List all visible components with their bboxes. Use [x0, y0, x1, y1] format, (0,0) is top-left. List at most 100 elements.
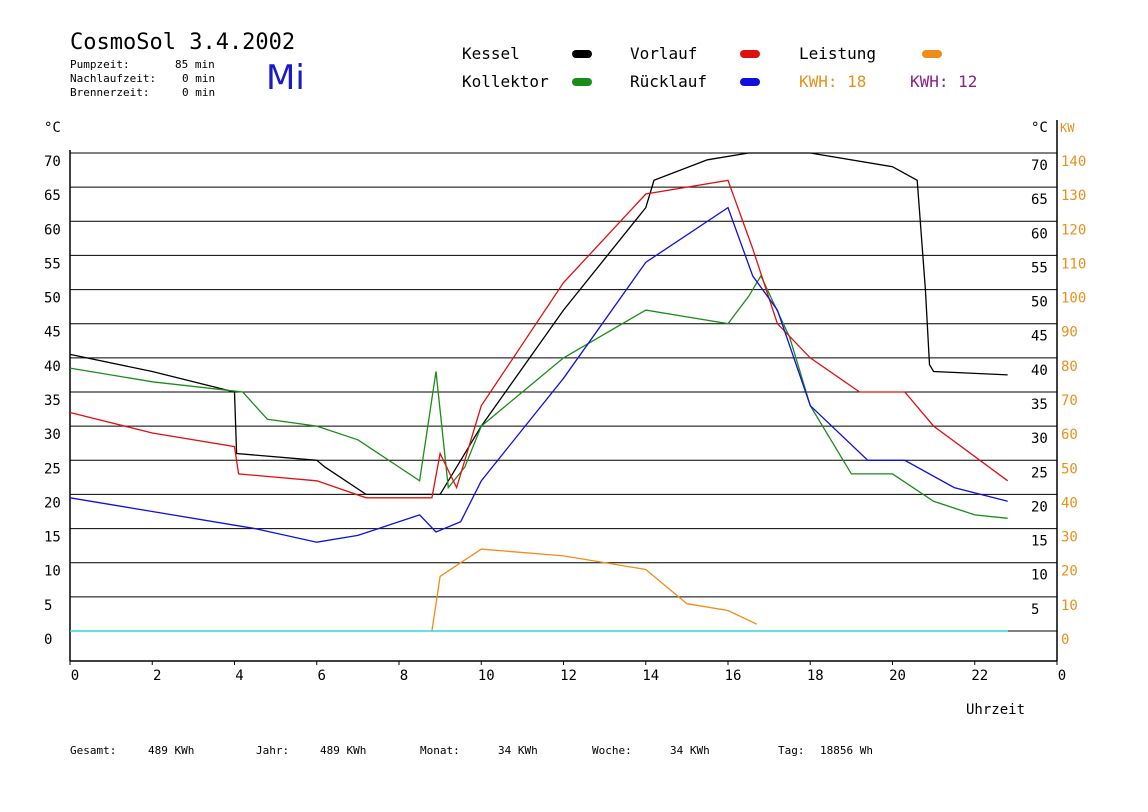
y-tick-right-power: 100	[1061, 291, 1086, 307]
y-tick-left: 55	[44, 256, 61, 272]
y-tick-right-power: 90	[1061, 325, 1078, 341]
gesamt-value: 489 KWh	[148, 744, 195, 757]
nachlauf-label: Nachlaufzeit:	[70, 72, 157, 85]
y-tick-right-temp: 25	[1031, 465, 1048, 481]
y-tick-left: 65	[44, 188, 61, 204]
y-tick-left: 25	[44, 461, 61, 477]
y-tick-left: 10	[44, 564, 61, 580]
nachlauf-value: 0 min	[182, 72, 216, 85]
chart-title: CosmoSol 3.4.2002	[70, 30, 296, 55]
x-tick-label: 10	[478, 668, 495, 684]
x-tick-label: 12	[560, 668, 577, 684]
y-tick-right-temp: 55	[1031, 260, 1048, 276]
x-tick-label: 6	[318, 668, 326, 684]
x-axis-label: Uhrzeit	[966, 702, 1025, 718]
monat-label: Monat:	[420, 744, 460, 757]
legend-vorlauf-swatch	[740, 50, 760, 58]
legend-ruecklauf-label: Rücklauf	[630, 72, 708, 91]
y-unit-right-power: KW	[1060, 121, 1075, 135]
x-tick-label: 2	[153, 668, 161, 684]
x-tick-label: 4	[235, 668, 243, 684]
brenner-value: 0 min	[182, 86, 216, 99]
monat-value: 34 KWh	[498, 744, 538, 757]
x-tick-label: 22	[971, 668, 988, 684]
y-tick-right-power: 60	[1061, 427, 1078, 443]
pumpzeit-label: Pumpzeit:	[70, 58, 130, 71]
y-tick-right-temp: 5	[1031, 602, 1039, 618]
y-tick-right-power: 10	[1061, 598, 1078, 614]
y-tick-right-power: 140	[1061, 154, 1086, 170]
legend-leistung-label: Leistung	[799, 44, 877, 63]
x-tick-label: 16	[725, 668, 742, 684]
y-tick-right-temp: 65	[1031, 192, 1048, 208]
x-tick-label: 0	[1058, 668, 1066, 684]
y-tick-right-temp: 20	[1031, 499, 1048, 515]
x-tick-label: 18	[807, 668, 824, 684]
y-tick-right-power: 0	[1061, 632, 1069, 648]
x-tick-label: 20	[889, 668, 906, 684]
legend-leistung-swatch	[922, 50, 942, 58]
y-unit-left: °C	[44, 120, 61, 136]
y-tick-right-power: 120	[1061, 222, 1086, 238]
y-tick-left: 60	[44, 222, 61, 238]
y-tick-left: 70	[44, 154, 61, 170]
y-tick-right-temp: 15	[1031, 534, 1048, 550]
chart-grid	[69, 120, 1058, 662]
y-tick-right-power: 80	[1061, 359, 1078, 375]
y-tick-right-temp: 10	[1031, 568, 1048, 584]
y-tick-left: 20	[44, 495, 61, 511]
legend-kwh-purple: KWH: 12	[910, 72, 978, 91]
x-tick-label: 14	[642, 668, 659, 684]
x-tick-label: 8	[400, 668, 408, 684]
y-tick-left: 0	[44, 632, 52, 648]
tag-value: 18856 Wh	[820, 744, 873, 757]
y-tick-right-power: 30	[1061, 530, 1078, 546]
y-tick-left: 5	[44, 598, 52, 614]
y-tick-right-power: 110	[1061, 256, 1086, 272]
y-tick-right-temp: 45	[1031, 329, 1048, 345]
y-unit-right-temp: °C	[1031, 120, 1048, 136]
legend-kwh-orange: KWH: 18	[799, 72, 867, 91]
brenner-label: Brennerzeit:	[70, 86, 150, 99]
vorlauf-line	[69, 179, 1009, 499]
jahr-label: Jahr:	[256, 744, 290, 757]
y-tick-right-power: 70	[1061, 393, 1078, 409]
y-tick-left: 35	[44, 393, 61, 409]
woche-label: Woche:	[592, 744, 632, 757]
y-tick-right-power: 50	[1061, 461, 1078, 477]
tag-label: Tag:	[778, 744, 805, 757]
y-tick-right-temp: 50	[1031, 295, 1048, 311]
weekday-label: Mi	[266, 58, 305, 98]
y-tick-right-power: 20	[1061, 564, 1078, 580]
y-tick-left: 40	[44, 359, 61, 375]
woche-value: 34 KWh	[670, 744, 710, 757]
y-tick-left: 45	[44, 325, 61, 341]
legend-kollektor-swatch	[572, 78, 592, 86]
kessel-line	[69, 152, 1008, 496]
y-tick-right-temp: 40	[1031, 363, 1048, 379]
legend-kessel-label: Kessel	[462, 44, 520, 63]
chart-ticks: 0510152025303540455055606570510152025303…	[44, 154, 1086, 684]
legend-kessel-swatch	[572, 50, 592, 58]
y-tick-left: 50	[44, 291, 61, 307]
y-tick-right-power: 130	[1061, 188, 1086, 204]
x-tick-label: 0	[71, 668, 79, 684]
y-tick-left: 15	[44, 530, 61, 546]
kollektor-line	[69, 274, 1008, 519]
ruecklauf-line	[69, 206, 1008, 543]
y-tick-right-temp: 70	[1031, 158, 1048, 174]
gesamt-label: Gesamt:	[70, 744, 117, 757]
leistung-line	[431, 548, 758, 632]
y-tick-right-temp: 35	[1031, 397, 1048, 413]
legend-ruecklauf-swatch	[740, 78, 760, 86]
y-tick-right-power: 40	[1061, 495, 1078, 511]
y-tick-right-temp: 60	[1031, 226, 1048, 242]
legend-vorlauf-label: Vorlauf	[630, 44, 698, 63]
chart-series	[69, 152, 1009, 632]
y-tick-right-temp: 30	[1031, 431, 1048, 447]
legend-kollektor-label: Kollektor	[462, 72, 549, 91]
y-tick-left: 30	[44, 427, 61, 443]
pumpzeit-value: 85 min	[175, 58, 215, 71]
jahr-value: 489 KWh	[320, 744, 367, 757]
